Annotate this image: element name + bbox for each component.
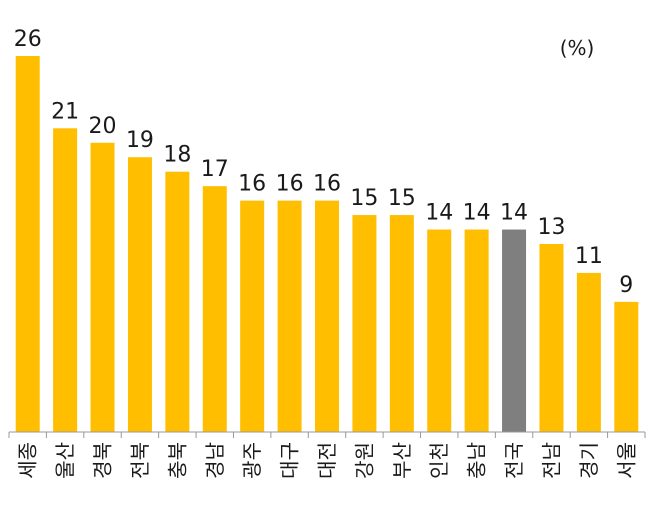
bar-10 — [352, 215, 377, 432]
value-labels-layer: 26 21 20 19 18 17 16 16 16 15 15 14 14 14 13 11 9 — [14, 27, 634, 298]
value-label-2: 21 — [51, 99, 79, 124]
category-label-8: 대구 — [278, 442, 302, 479]
category-label-12: 인천 — [427, 442, 451, 479]
category-label-7: 광주 — [240, 442, 264, 479]
category-label-16: 경기 — [577, 442, 601, 479]
category-label-14: 전국 — [502, 442, 526, 479]
category-label-5: 충북 — [165, 442, 189, 479]
category-label-9: 대전 — [315, 442, 339, 479]
value-label-8: 16 — [276, 172, 304, 197]
value-label-5: 18 — [163, 143, 191, 168]
value-label-3: 20 — [89, 114, 117, 139]
bar-5 — [165, 171, 190, 432]
category-label-13: 충남 — [465, 442, 489, 479]
value-label-9: 16 — [313, 172, 341, 197]
category-label-11: 부산 — [390, 442, 414, 479]
category-label-4: 전북 — [128, 442, 152, 479]
value-label-15: 13 — [537, 215, 565, 240]
category-label-3: 경북 — [91, 442, 115, 479]
bar-8 — [277, 200, 302, 432]
value-label-17: 9 — [619, 273, 633, 298]
bar-6 — [202, 186, 227, 432]
bar-15 — [539, 244, 564, 432]
value-label-12: 14 — [425, 201, 453, 226]
bar-4 — [127, 157, 152, 432]
bar-12 — [427, 229, 452, 432]
bar-3 — [90, 142, 115, 432]
bar-11 — [389, 215, 414, 432]
value-label-6: 17 — [201, 157, 229, 182]
category-label-10: 강원 — [352, 442, 376, 479]
value-label-13: 14 — [463, 201, 491, 226]
bar-16 — [576, 272, 601, 432]
value-label-16: 11 — [575, 244, 603, 269]
bar-9 — [315, 200, 339, 432]
value-label-11: 15 — [388, 186, 416, 211]
category-label-17: 서울 — [614, 442, 638, 479]
value-label-4: 19 — [126, 128, 154, 153]
unit-label: (%) — [560, 36, 595, 60]
bar-2 — [53, 128, 78, 433]
category-label-1: 세종 — [16, 442, 40, 479]
value-label-7: 16 — [238, 172, 266, 197]
bar-7 — [240, 200, 265, 432]
bar-14 — [502, 229, 527, 432]
bars-layer — [15, 56, 639, 433]
x-axis-ticks — [8, 432, 646, 438]
value-label-14: 14 — [500, 201, 528, 226]
category-label-2: 울산 — [53, 442, 77, 479]
value-label-1: 26 — [14, 27, 42, 52]
bar-17 — [614, 301, 639, 432]
value-label-10: 15 — [350, 186, 378, 211]
category-label-15: 전남 — [539, 442, 563, 479]
category-labels-layer: 세종 울산 경북 전북 충북 경남 광주 대구 대전 강원 부산 인천 충남 전국 전남 경기 서울 — [16, 442, 639, 479]
category-label-6: 경남 — [203, 442, 227, 479]
bar-13 — [464, 229, 489, 432]
bar-1 — [15, 56, 40, 432]
